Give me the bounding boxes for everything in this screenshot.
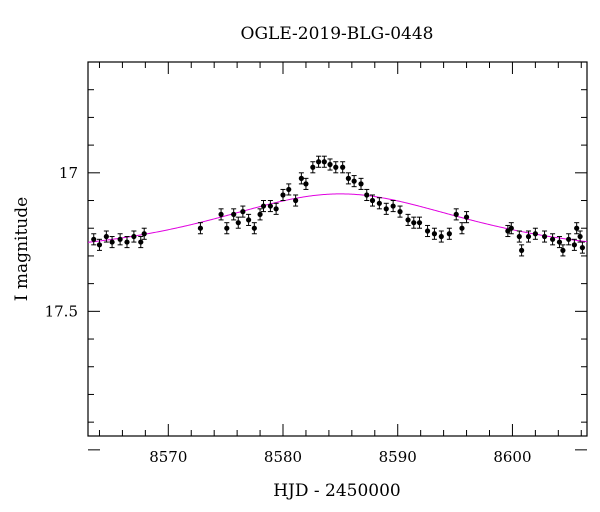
data-point (549, 236, 556, 242)
data-point (390, 203, 396, 209)
data-point (131, 233, 137, 240)
data-point (463, 214, 470, 220)
data-point (364, 192, 370, 198)
data-point (397, 209, 403, 215)
data-point (231, 211, 237, 217)
x-axis-title: HJD - 2450000 (273, 481, 401, 501)
data-point (566, 236, 572, 242)
model-curve-group (87, 193, 588, 243)
y-axis-title: I magnitude (12, 197, 32, 301)
data-point (574, 225, 580, 231)
data-point (525, 233, 532, 240)
data-point (358, 181, 364, 187)
data-point (286, 186, 292, 193)
tick-labels-group: 8570 8580 8590 8600 17 17.5 (45, 164, 532, 466)
data-point (103, 233, 109, 240)
data-point (438, 233, 444, 240)
axis-ticks (88, 61, 587, 451)
data-point (117, 236, 123, 242)
x-tick-label: 8590 (379, 448, 417, 466)
data-point (345, 175, 351, 181)
data-point (369, 197, 376, 204)
chart-title: OGLE-2019-BLG-0448 (241, 24, 434, 44)
data-point (340, 164, 346, 170)
data-point (303, 181, 309, 187)
data-point (431, 231, 438, 237)
data-point (416, 220, 423, 226)
data-point (218, 211, 224, 217)
x-tick-label: 8570 (149, 448, 187, 466)
data-point (560, 247, 566, 253)
data-point (405, 217, 411, 223)
data-point (321, 159, 327, 165)
data-point (138, 239, 144, 245)
data-point (556, 239, 563, 245)
data-point (519, 247, 525, 253)
data-point (516, 233, 522, 240)
data-point (351, 178, 357, 184)
data-point (124, 239, 130, 245)
data-point (197, 225, 204, 231)
data-point (235, 220, 241, 226)
y-tick-label: 17.5 (45, 302, 78, 320)
data-point (257, 211, 263, 217)
data-point (280, 192, 286, 198)
data-point (245, 217, 252, 223)
x-tick-label: 8600 (493, 448, 531, 466)
data-point (273, 206, 279, 212)
data-point (267, 203, 273, 209)
data-point (459, 225, 465, 231)
data-point (453, 211, 459, 217)
data-point (541, 233, 548, 240)
data-point (310, 164, 316, 170)
data-point (383, 206, 389, 212)
data-point (333, 164, 339, 170)
data-point (91, 236, 97, 242)
data-point (96, 242, 103, 248)
x-tick-label: 8580 (264, 448, 302, 466)
data-point (376, 200, 382, 206)
data-point (109, 239, 115, 245)
data-point (251, 225, 257, 231)
data-point (577, 233, 583, 240)
y-tick-label: 17 (59, 164, 78, 182)
data-point (298, 175, 304, 181)
data-point (571, 242, 577, 248)
data-point (224, 225, 230, 231)
data-point (260, 203, 267, 209)
data-point (411, 220, 417, 226)
model-curve (87, 193, 588, 243)
plot-frame (87, 61, 588, 437)
data-point (446, 231, 452, 237)
data-point (315, 159, 322, 165)
data-point (424, 228, 431, 234)
data-point (293, 197, 299, 204)
data-point (141, 231, 147, 237)
data-point (240, 209, 246, 215)
data-point (327, 161, 333, 168)
data-point (508, 225, 514, 231)
data-point (579, 245, 586, 251)
data-point (532, 231, 538, 237)
data-points-group (91, 155, 586, 257)
